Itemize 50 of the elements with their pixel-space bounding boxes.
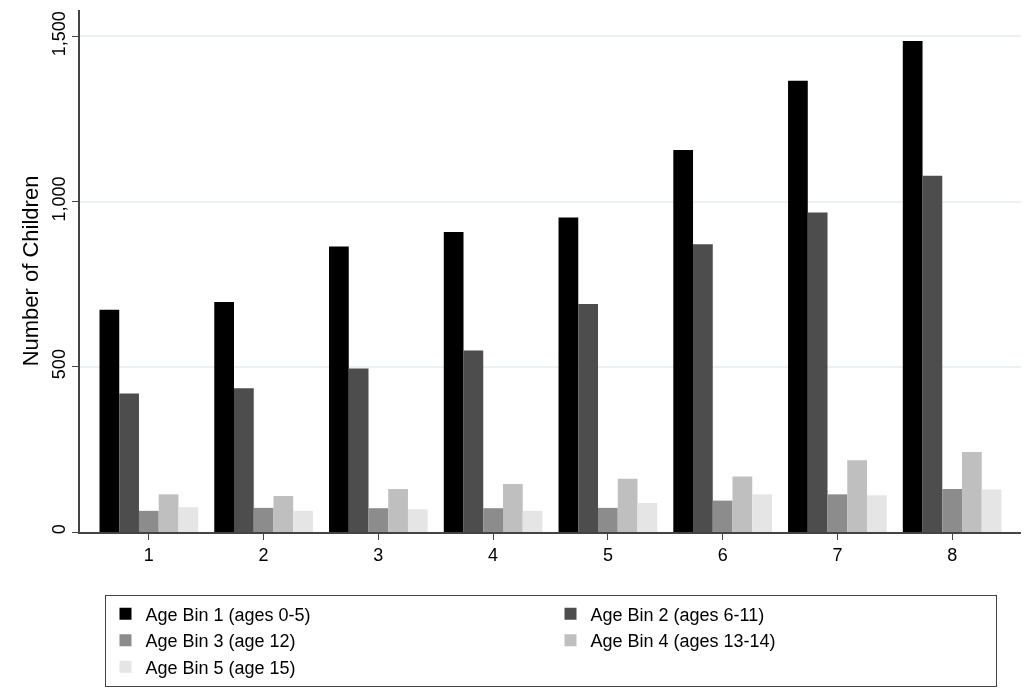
x-tick-label: 1 bbox=[143, 545, 154, 566]
bar bbox=[99, 309, 120, 532]
bar bbox=[962, 452, 982, 532]
bar bbox=[502, 484, 523, 532]
bar bbox=[673, 150, 694, 532]
bar bbox=[253, 507, 274, 532]
x-tick-label: 3 bbox=[373, 545, 384, 566]
bar bbox=[827, 494, 848, 532]
bar bbox=[867, 495, 887, 532]
y-tick-label: 0 bbox=[49, 524, 70, 535]
x-tick-label: 7 bbox=[832, 545, 843, 566]
legend-label: Age Bin 4 (ages 13-14) bbox=[590, 631, 776, 652]
bar bbox=[637, 502, 658, 532]
legend-label: Age Bin 2 (ages 6-11) bbox=[590, 604, 765, 625]
x-tick-label: 5 bbox=[602, 545, 613, 566]
bar bbox=[598, 507, 618, 532]
bar bbox=[942, 489, 963, 532]
y-tick-label: 1,500 bbox=[49, 11, 70, 57]
legend-label: Age Bin 3 (age 12) bbox=[145, 631, 296, 652]
bar bbox=[732, 476, 753, 532]
bar bbox=[214, 302, 234, 532]
bar bbox=[981, 489, 1002, 532]
bar bbox=[178, 507, 199, 532]
bar bbox=[522, 510, 543, 532]
bar bbox=[483, 508, 503, 532]
bar bbox=[902, 41, 923, 532]
bar bbox=[617, 478, 638, 532]
bar bbox=[788, 80, 808, 532]
x-tick-label: 4 bbox=[488, 545, 499, 566]
bar bbox=[847, 460, 867, 532]
y-axis-title: Number of Children bbox=[18, 175, 44, 367]
bar bbox=[388, 489, 408, 532]
x-tick-label: 8 bbox=[947, 545, 958, 566]
bar bbox=[273, 495, 294, 532]
legend-label: Age Bin 5 (age 15) bbox=[145, 657, 296, 678]
bar bbox=[558, 217, 579, 532]
bar bbox=[752, 494, 772, 532]
y-tick-label: 1,000 bbox=[49, 176, 70, 222]
bar bbox=[158, 494, 179, 532]
x-tick-label: 6 bbox=[717, 545, 728, 566]
bar bbox=[443, 232, 464, 532]
bar bbox=[368, 508, 389, 532]
x-tick-label: 2 bbox=[258, 545, 269, 566]
bar bbox=[293, 510, 313, 532]
bar bbox=[138, 510, 159, 532]
y-tick-label: 500 bbox=[49, 349, 70, 380]
legend-label: Age Bin 1 (ages 0-5) bbox=[145, 604, 311, 625]
bar bbox=[712, 500, 733, 532]
bar bbox=[329, 246, 349, 532]
bar bbox=[407, 509, 428, 532]
